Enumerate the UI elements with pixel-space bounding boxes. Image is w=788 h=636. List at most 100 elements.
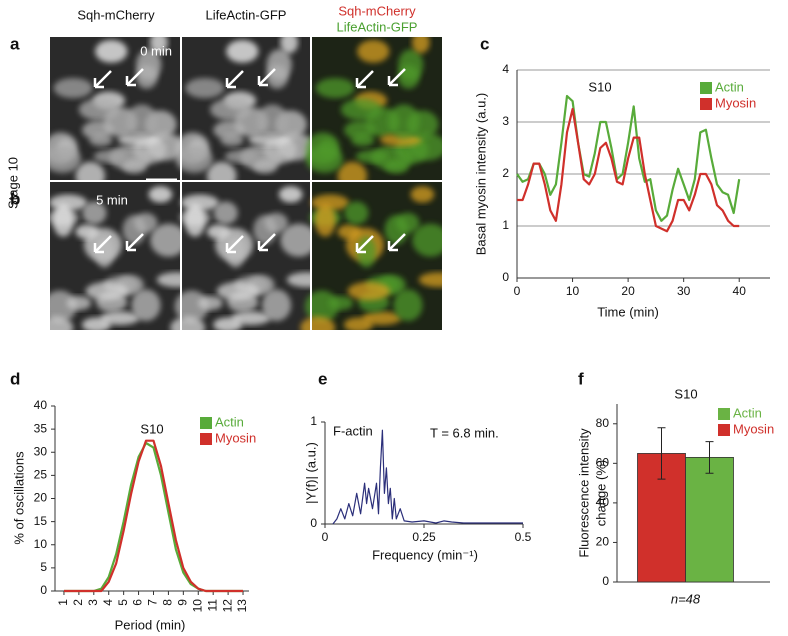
cell-blob (82, 201, 107, 225)
cell-blob (357, 236, 376, 268)
cell-blob (224, 150, 257, 163)
error-bar (705, 441, 714, 474)
cell-blob (100, 311, 140, 326)
cell-blob (95, 39, 128, 63)
cell-blob (280, 37, 299, 54)
chart-title: S10 (674, 386, 697, 401)
x-tick-label: 3 (86, 599, 100, 606)
cell-blob (184, 204, 206, 237)
y-tick-label: 40 (596, 495, 610, 509)
cell-blob (344, 201, 369, 225)
y-tick-label: 80 (596, 416, 610, 430)
cell-blob (347, 281, 391, 301)
x-tick-label: 0 (514, 284, 521, 298)
y-tick-label: 35 (34, 421, 48, 435)
x-tick-label: 7 (146, 599, 160, 606)
cell-blob (226, 39, 259, 63)
cell-blob (81, 317, 111, 330)
cell-blob (53, 77, 93, 99)
cell-blob (351, 133, 375, 147)
stage-label: Stage 10 (5, 157, 20, 209)
arrow (257, 68, 276, 87)
y-tick-label: 30 (34, 444, 48, 458)
y-tick-label: 4 (502, 62, 509, 76)
y-tick-label: 0 (502, 270, 509, 284)
column-header: Sqh-mCherry (77, 7, 155, 22)
cell-blob (150, 223, 187, 257)
arrow (125, 233, 144, 252)
cell-blob (185, 77, 225, 99)
cell-blob (256, 104, 289, 139)
panel-label: b (10, 189, 20, 208)
error-bar (657, 427, 666, 480)
x-tick-label: 0 (322, 530, 329, 544)
arrow (355, 235, 374, 254)
cell-blob (93, 150, 126, 163)
cell-blob (410, 186, 435, 203)
cell-blob (343, 317, 373, 330)
legend-swatch (718, 408, 730, 420)
cell-blob (412, 223, 442, 257)
y-axis-label: Fluorescence intensity (576, 428, 591, 558)
y-tick-label: 3 (502, 114, 509, 128)
cell-blob (148, 186, 173, 203)
bar (685, 456, 734, 583)
legend-label: Actin (715, 79, 744, 94)
legend-label: Myosin (215, 430, 256, 445)
panel-label: a (10, 34, 20, 53)
x-tick-label: 20 (621, 284, 635, 298)
micrographs (50, 37, 442, 330)
x-tick-label: 8 (161, 599, 175, 606)
cell-blob (264, 212, 289, 234)
cell-blob (174, 290, 209, 323)
cell-blob (170, 316, 206, 330)
arrow (387, 233, 406, 252)
merge-header: Sqh-mCherry (338, 3, 416, 18)
cell-blob (213, 317, 243, 330)
chart-title: S10 (588, 79, 611, 94)
y-tick-label: 15 (34, 514, 48, 528)
y-tick-label: 25 (34, 468, 48, 482)
legend-label: Actin (733, 405, 762, 420)
x-tick-label: 5 (116, 599, 130, 606)
cell-blob (125, 104, 158, 139)
cell-blob (52, 204, 74, 237)
x-tick-label: 9 (176, 599, 190, 606)
legend-swatch (200, 433, 212, 445)
cell-blob (396, 212, 420, 234)
y-tick-label: 20 (596, 535, 610, 549)
cell-blob (355, 150, 388, 163)
annotation: F-actin (333, 423, 373, 438)
arrow (93, 70, 112, 89)
x-tick-label: 10 (566, 284, 580, 298)
cell-blob (418, 272, 442, 288)
x-tick-label: 40 (733, 284, 747, 298)
cell-blob (198, 295, 223, 311)
legend-label: Myosin (733, 421, 774, 436)
x-tick-label: 1 (56, 599, 70, 606)
cell-blob (278, 186, 303, 203)
cell-blob (300, 316, 336, 330)
arrow (225, 70, 244, 89)
cell-blob (150, 37, 168, 54)
cell-blob (304, 290, 339, 323)
cell-blob (89, 133, 113, 147)
arrow (93, 235, 112, 254)
panel-label: c (480, 34, 489, 53)
cell-blob (78, 98, 120, 121)
y-tick-label: 0 (40, 583, 47, 597)
y-axis-label: % of oscillations (11, 451, 26, 545)
data-line (516, 94, 741, 222)
merge-header: LifeActin-GFP (337, 19, 418, 34)
cell-blob (387, 104, 420, 139)
panel-label: f (578, 369, 584, 388)
y-axis-label: Basal myosin intensity (a.u.) (473, 93, 488, 256)
y-axis-label: change (%) (593, 460, 608, 526)
x-tick-label: 4 (101, 599, 115, 606)
x-tick-label: 13 (235, 599, 249, 613)
legend-swatch (718, 424, 730, 436)
cell-blob (305, 145, 344, 173)
y-tick-label: 0 (602, 574, 609, 588)
cell-blob (357, 39, 390, 63)
